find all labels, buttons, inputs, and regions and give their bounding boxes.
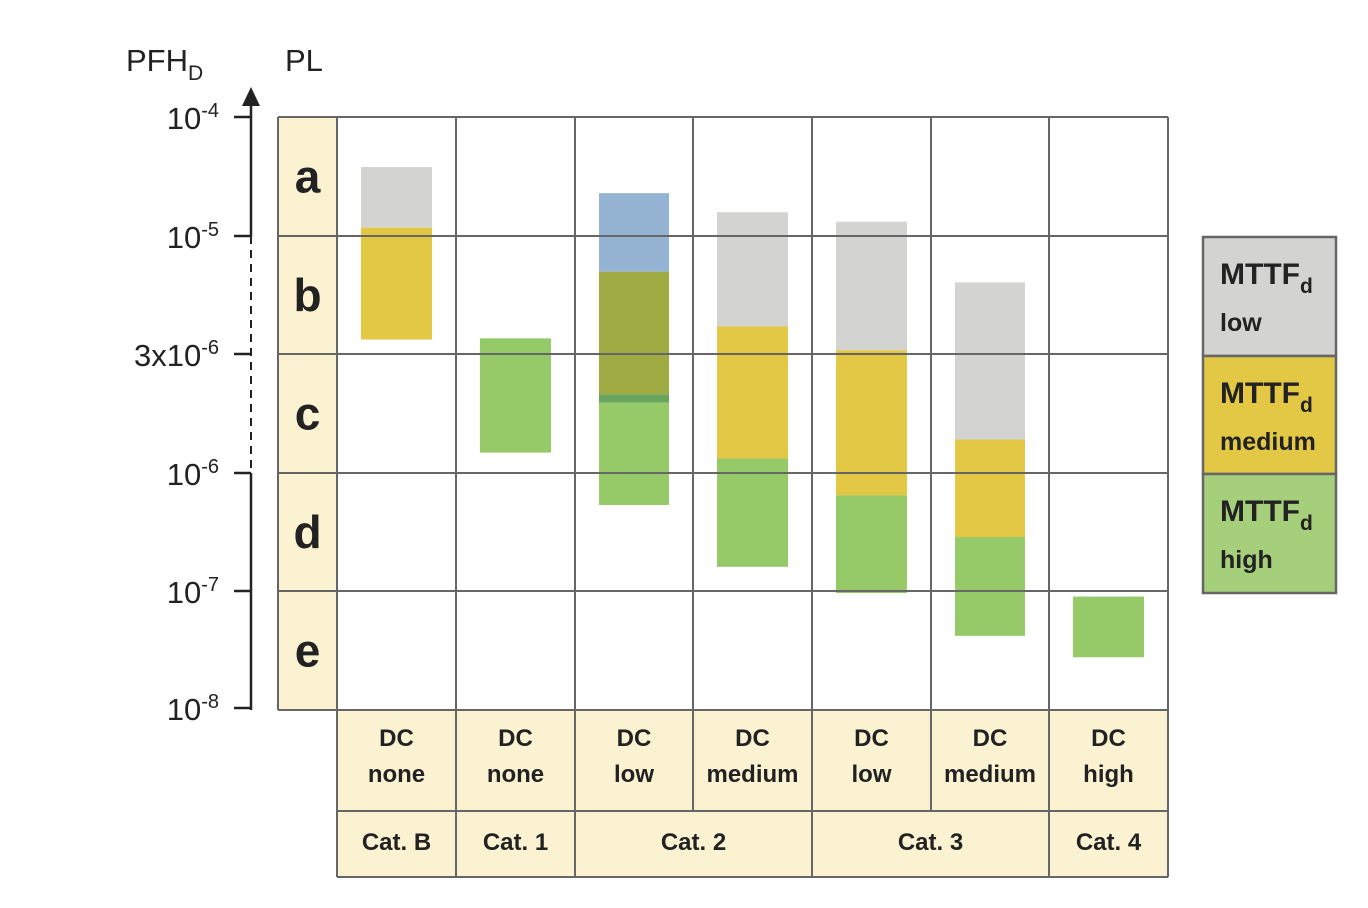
bar-col0-medium <box>361 227 432 340</box>
dc-label-line2-6: high <box>1083 761 1134 788</box>
y-tick-label-3: 10-6 <box>167 456 219 492</box>
bar-col0-low <box>361 166 432 228</box>
bar-col6-high <box>1073 596 1144 658</box>
legend-title-low: MTTFd <box>1220 258 1313 298</box>
dc-label-line2-3: medium <box>706 761 798 788</box>
dc-label-line2-2: low <box>614 761 654 788</box>
y-tick-exponent: -6 <box>201 337 219 359</box>
y-tick-label-0: 10-4 <box>167 100 219 136</box>
legend-title-subscript: d <box>1300 394 1313 417</box>
bar-col4-low <box>836 221 907 351</box>
bar-col3-medium <box>717 326 788 459</box>
pl-band-layer <box>278 117 1168 877</box>
dc-label-line2-1: none <box>487 761 544 788</box>
bar-col2-overlap_all <box>599 394 669 403</box>
y-axis-arrow-icon <box>242 87 260 106</box>
legend-title-medium: MTTFd <box>1220 377 1313 417</box>
bar-col5-high <box>955 537 1025 636</box>
dc-label-line1-0: DC <box>379 725 414 752</box>
dc-category-band <box>337 710 1168 877</box>
labels-layer: a b c d e DC none DC none DC low DC medium DC low DC med… <box>293 151 1141 857</box>
y-tick-base: 10 <box>167 101 201 136</box>
y-tick-exponent: -6 <box>201 456 219 478</box>
bars-layer <box>361 166 1144 658</box>
bar-col4-medium <box>836 350 907 496</box>
pl-level-e: e <box>295 625 321 677</box>
bar-col5-low <box>955 282 1025 440</box>
bar-col2-overlap_low_high <box>599 193 669 272</box>
y-tick-base: 10 <box>167 575 201 610</box>
y-tick-exponent: -5 <box>201 219 219 241</box>
y-axis-title-subscript: D <box>188 62 203 85</box>
y-tick-exponent: -8 <box>201 691 219 713</box>
y-tick-base: 10 <box>167 692 201 727</box>
pl-level-c: c <box>295 388 321 440</box>
bar-col5-medium <box>955 439 1025 538</box>
grid-layer <box>277 116 1169 878</box>
legend-label-medium: medium <box>1220 428 1316 456</box>
dc-label-line1-4: DC <box>854 725 889 752</box>
y-tick-label-4: 10-7 <box>167 574 219 610</box>
bar-col2-overlap_medium_high <box>599 271 669 395</box>
category-label-1: Cat. 1 <box>483 829 548 856</box>
pl-level-a: a <box>295 151 321 203</box>
dc-label-line1-5: DC <box>973 725 1008 752</box>
bar-col3-low <box>717 212 788 327</box>
pl-level-d: d <box>293 506 321 558</box>
bar-col2-high <box>599 402 669 505</box>
legend-title-main: MTTF <box>1220 377 1300 410</box>
category-label-4: Cat. 4 <box>1076 829 1142 856</box>
dc-label-line1-6: DC <box>1091 725 1126 752</box>
legend-swatch-low <box>1201 235 1338 358</box>
y-tick-exponent: -7 <box>201 574 219 596</box>
dc-label-line2-5: medium <box>944 761 1036 788</box>
legend-title-subscript: d <box>1300 275 1313 298</box>
bar-col3-high <box>717 458 788 567</box>
y-tick-label-2: 3x10-6 <box>134 337 219 373</box>
pl-level-b: b <box>293 269 321 321</box>
y-axis-title-main: PFH <box>126 43 188 78</box>
y-axis-title: PFHD <box>126 43 203 85</box>
legend-swatch-medium <box>1201 354 1338 476</box>
category-label-2: Cat. 2 <box>661 829 726 856</box>
legend-title-main: MTTF <box>1220 258 1300 291</box>
legend-label-low: low <box>1220 309 1262 337</box>
y-tick-base: 10 <box>167 457 201 492</box>
legend-title-main: MTTF <box>1220 495 1300 528</box>
legend-title-high: MTTFd <box>1220 495 1313 535</box>
category-label-3: Cat. 3 <box>898 829 963 856</box>
y-tick-label-1: 10-5 <box>167 219 219 255</box>
bar-col4-high <box>836 495 907 593</box>
dc-label-line1-1: DC <box>498 725 533 752</box>
pl-axis-title: PL <box>285 43 323 78</box>
dc-label-line2-0: none <box>368 761 425 788</box>
y-tick-base: 10 <box>167 220 201 255</box>
y-tick-exponent: -4 <box>201 100 219 122</box>
pl-column-band <box>278 117 337 710</box>
y-tick-label-5: 10-8 <box>167 691 219 727</box>
dc-label-line2-4: low <box>852 761 892 788</box>
category-label-0: Cat. B <box>362 829 431 856</box>
y-tick-base: 3x10 <box>134 338 201 373</box>
bar-col1-high <box>480 338 551 453</box>
legend-title-subscript: d <box>1300 512 1313 535</box>
dc-label-line1-2: DC <box>617 725 652 752</box>
dc-label-line1-3: DC <box>735 725 770 752</box>
legend-label-high: high <box>1220 546 1273 574</box>
legend-swatch-high <box>1201 472 1338 595</box>
